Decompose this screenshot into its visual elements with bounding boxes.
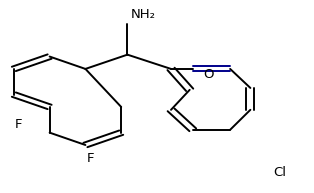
Text: Cl: Cl: [273, 166, 286, 179]
Text: F: F: [15, 118, 22, 131]
Text: NH₂: NH₂: [131, 8, 155, 21]
Text: F: F: [86, 152, 94, 165]
Text: O: O: [203, 68, 214, 81]
